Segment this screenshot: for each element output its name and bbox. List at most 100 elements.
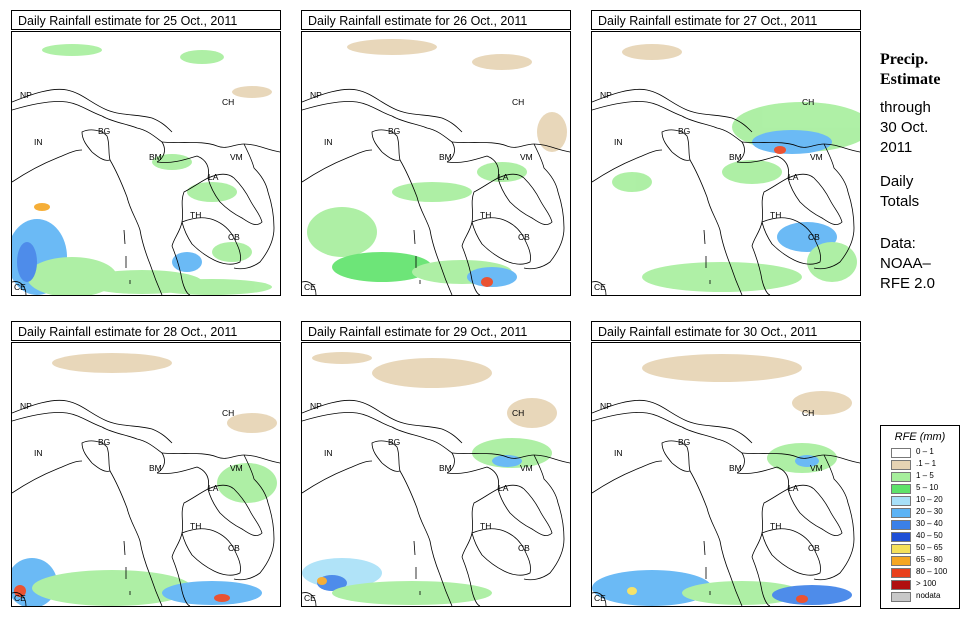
label-th: TH [770,521,782,531]
label-ce: CE [14,282,26,292]
label-cb: CB [228,543,240,553]
map-panel-27-oct: Daily Rainfall estimate for 27 Oct., 201… [591,10,863,296]
rainfall-map: NP CH IN BG BM VM LA TH CB CE [591,342,861,607]
label-ch: CH [802,97,815,107]
legend-swatch [891,460,911,470]
label-ce: CE [594,593,606,603]
label-in: IN [324,137,333,147]
legend-swatch [891,508,911,518]
label-th: TH [480,210,492,220]
legend-title: RFE (mm) [894,431,946,443]
legend-label: 5 – 10 [916,483,939,492]
label-bm: BM [149,463,162,473]
side-through: through [880,99,931,116]
legend-swatch [891,592,911,602]
legend-swatch [891,472,911,482]
label-in: IN [614,137,623,147]
label-bm: BM [439,152,452,162]
legend-label: 65 – 80 [916,555,943,564]
label-th: TH [190,521,202,531]
map-panel-29-oct: Daily Rainfall estimate for 29 Oct., 201… [301,321,573,607]
label-np: NP [310,90,322,100]
panel-title: Daily Rainfall estimate for 29 Oct., 201… [301,321,571,341]
legend-label: nodata [916,591,941,600]
label-vm: VM [520,463,533,473]
label-np: NP [600,401,612,411]
rainfall-map: NP CH IN BG BM VM LA TH CB CE [301,342,571,607]
label-bg: BG [388,437,401,447]
label-bm: BM [729,152,742,162]
label-ch: CH [512,408,525,418]
legend-label: 20 – 30 [916,507,943,516]
legend-swatch [891,544,911,554]
legend-label: 30 – 40 [916,519,943,528]
legend-swatch [891,448,911,458]
legend-label: 0 – 1 [916,447,934,456]
legend-label: > 100 [916,579,937,588]
label-ch: CH [222,97,235,107]
legend-label: .1 – 1 [916,459,937,468]
date-line-2: 2011 [880,139,913,156]
map-panel-25-oct: Daily Rainfall estimate for 25 Oct., 201… [11,10,283,296]
legend-swatch [891,580,911,590]
panel-title: Daily Rainfall estimate for 27 Oct., 201… [591,10,861,30]
label-cb: CB [518,232,530,242]
daily-line-1: Daily [880,173,914,190]
data-line-2: NOAA– [880,255,931,272]
panel-title: Daily Rainfall estimate for 26 Oct., 201… [301,10,571,30]
legend-swatch [891,568,911,578]
label-in: IN [34,137,43,147]
label-ce: CE [14,593,26,603]
label-ch: CH [512,97,525,107]
label-bm: BM [439,463,452,473]
label-vm: VM [810,152,823,162]
side-data-source: Data: NOAA– RFE 2.0 [880,234,935,294]
data-line-1: Data: [880,235,916,252]
label-cb: CB [808,232,820,242]
panel-title: Daily Rainfall estimate for 25 Oct., 201… [11,10,281,30]
label-cb: CB [518,543,530,553]
legend-swatch [891,484,911,494]
heading-line-2: Estimate [880,71,941,88]
label-np: NP [20,401,32,411]
map-panel-26-oct: Daily Rainfall estimate for 26 Oct., 201… [301,10,573,296]
legend-label: 1 – 5 [916,471,934,480]
label-np: NP [310,401,322,411]
label-in: IN [614,448,623,458]
daily-line-2: Totals [880,193,920,210]
label-la: LA [788,172,799,182]
rainfall-map: NP CH IN BG BM VM LA TH CB CE [11,342,281,607]
date-line-1: 30 Oct. [880,119,929,136]
label-ce: CE [304,593,316,603]
label-vm: VM [520,152,533,162]
label-ce: CE [304,282,316,292]
label-th: TH [480,521,492,531]
label-la: LA [498,483,509,493]
label-np: NP [600,90,612,100]
side-heading: Precip. Estimate [880,50,940,90]
label-vm: VM [230,152,243,162]
label-bg: BG [98,126,111,136]
label-cb: CB [228,232,240,242]
rainfall-map: NP CH IN BG BM VM LA TH CB CE [11,31,281,296]
legend-label: 40 – 50 [916,531,943,540]
label-bg: BG [678,437,691,447]
side-date: 30 Oct. 2011 [880,118,928,158]
legend-swatch [891,520,911,530]
panel-title: Daily Rainfall estimate for 28 Oct., 201… [11,321,281,341]
legend-label: 50 – 65 [916,543,943,552]
label-ch: CH [222,408,235,418]
label-bm: BM [729,463,742,473]
legend-swatch [891,556,911,566]
label-in: IN [34,448,43,458]
side-daily: Daily Totals [880,172,919,212]
rainfall-map: NP CH IN BG BM VM LA TH CB CE [591,31,861,296]
label-la: LA [208,483,219,493]
label-bg: BG [388,126,401,136]
rfe-legend: RFE (mm) 0 – 1 .1 – 1 1 – 5 5 – 10 10 – 20 20… [880,425,960,609]
legend-label: 80 – 100 [916,567,948,576]
rainfall-map: NP CH IN BG BM VM LA TH CB CE [301,31,571,296]
label-np: NP [20,90,32,100]
label-th: TH [190,210,202,220]
panel-title: Daily Rainfall estimate for 30 Oct., 201… [591,321,861,341]
